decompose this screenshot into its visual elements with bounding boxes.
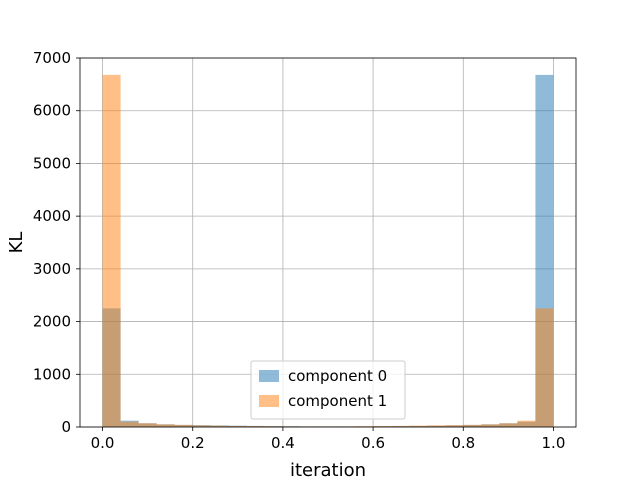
bar-component-1 [427, 425, 446, 427]
bar-component-1 [138, 423, 157, 427]
legend-box [250, 360, 406, 420]
bar-component-1 [391, 425, 410, 427]
bar-component-1 [210, 425, 229, 427]
bar-component-1 [156, 424, 175, 427]
bar-component-1 [499, 423, 518, 427]
bar-component-1 [102, 74, 121, 428]
y-tick-label: 0 [61, 418, 71, 436]
x-tick-label: 0.0 [91, 434, 115, 452]
y-tick-label: 7000 [33, 49, 71, 67]
legend-swatch-component-1 [259, 395, 279, 407]
bar-component-1 [463, 424, 482, 427]
ticks: 0.0 0.2 0.4 0.6 0.8 1.0 0 1000 2000 3000 4000 5000 6… [33, 49, 566, 452]
bar-component-1 [192, 425, 211, 427]
y-tick-label: 6000 [33, 102, 71, 120]
x-tick-label: 0.4 [271, 434, 295, 452]
x-tick-label: 1.0 [542, 434, 566, 452]
bar-component-1 [228, 425, 247, 427]
bar-component-1 [481, 424, 500, 427]
y-axis-label: KL [6, 232, 27, 254]
legend-swatch-component-0 [259, 370, 279, 382]
x-tick-label: 0.2 [181, 434, 205, 452]
legend-label-component-1: component 1 [288, 392, 387, 410]
x-tick-label: 0.8 [451, 434, 475, 452]
bar-component-1 [373, 426, 392, 427]
y-tick-label: 5000 [33, 154, 71, 172]
bar-component-1 [409, 425, 428, 427]
legend: component 0 component 1 [250, 360, 406, 420]
bar-component-1 [120, 421, 139, 427]
y-tick-label: 1000 [33, 365, 71, 383]
legend-label-component-0: component 0 [288, 367, 387, 385]
x-axis-label: iteration [290, 460, 366, 480]
x-tick-label: 0.6 [361, 434, 385, 452]
plot-frame [79, 57, 577, 428]
bar-component-1 [246, 426, 265, 427]
bar-component-1 [445, 425, 464, 427]
y-tick-label: 2000 [33, 313, 71, 331]
y-tick-label: 3000 [33, 260, 71, 278]
bar-component-1 [535, 308, 554, 427]
bar-component-1 [174, 424, 193, 427]
y-tick-label: 4000 [33, 207, 71, 225]
bar-component-1 [517, 420, 536, 427]
